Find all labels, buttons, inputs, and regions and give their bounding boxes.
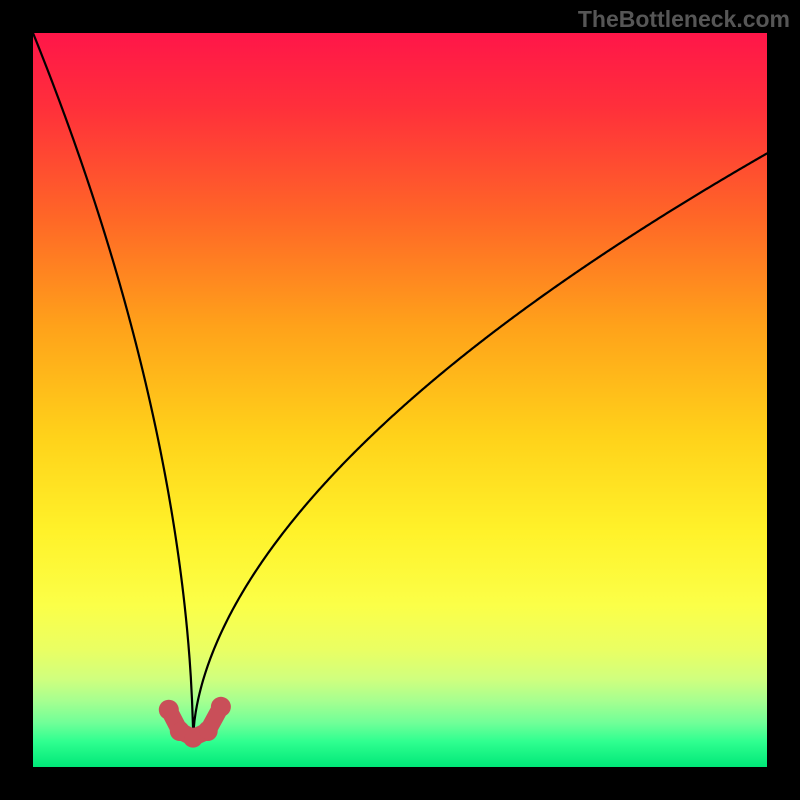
plot-area (33, 33, 767, 767)
plot-svg (33, 33, 767, 767)
gradient-background (33, 33, 767, 767)
watermark-text: TheBottleneck.com (578, 6, 790, 33)
